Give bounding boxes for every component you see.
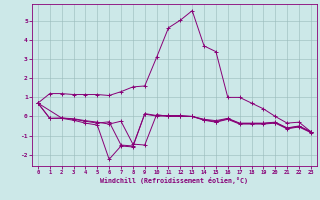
X-axis label: Windchill (Refroidissement éolien,°C): Windchill (Refroidissement éolien,°C) — [100, 177, 248, 184]
